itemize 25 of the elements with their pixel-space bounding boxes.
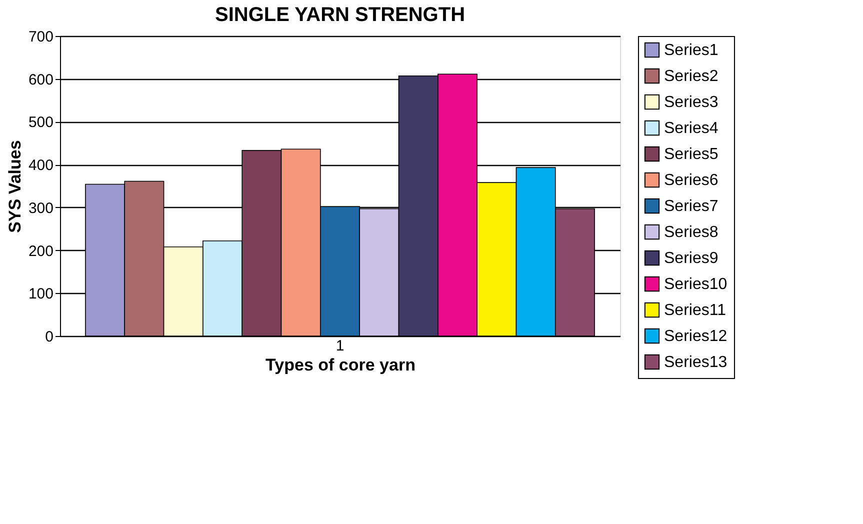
y-tick-label: 400 xyxy=(28,157,54,174)
y-tick-label: 600 xyxy=(28,71,54,88)
y-tick-label: 0 xyxy=(45,328,54,346)
legend-label: Series2 xyxy=(664,68,718,85)
legend-label: Series11 xyxy=(664,302,726,319)
legend-label: Series4 xyxy=(664,120,718,137)
y-tick-label: 200 xyxy=(28,242,54,260)
legend-label: Series8 xyxy=(664,224,718,241)
legend-label: Series7 xyxy=(664,198,718,215)
y-tick-label: 700 xyxy=(28,28,54,46)
legend-label: Series1 xyxy=(664,42,718,59)
legend-label: Series3 xyxy=(664,94,718,111)
legend-label: Series5 xyxy=(664,146,718,163)
legend-label: Series12 xyxy=(664,328,728,345)
chart-title: SINGLE YARN STRENGTH xyxy=(214,4,466,26)
x-axis-title: Types of core yarn xyxy=(266,356,416,374)
y-axis-title: SYS Values xyxy=(5,140,24,233)
legend-label: Series10 xyxy=(664,276,728,293)
x-tick-label: 1 xyxy=(336,338,344,354)
legend-label: Series6 xyxy=(664,172,718,189)
y-tick-label: 500 xyxy=(28,114,54,132)
y-tick-label: 100 xyxy=(28,286,54,303)
legend-label: Series13 xyxy=(664,354,728,371)
y-tick-label: 300 xyxy=(28,200,54,217)
legend-label: Series9 xyxy=(664,250,718,267)
